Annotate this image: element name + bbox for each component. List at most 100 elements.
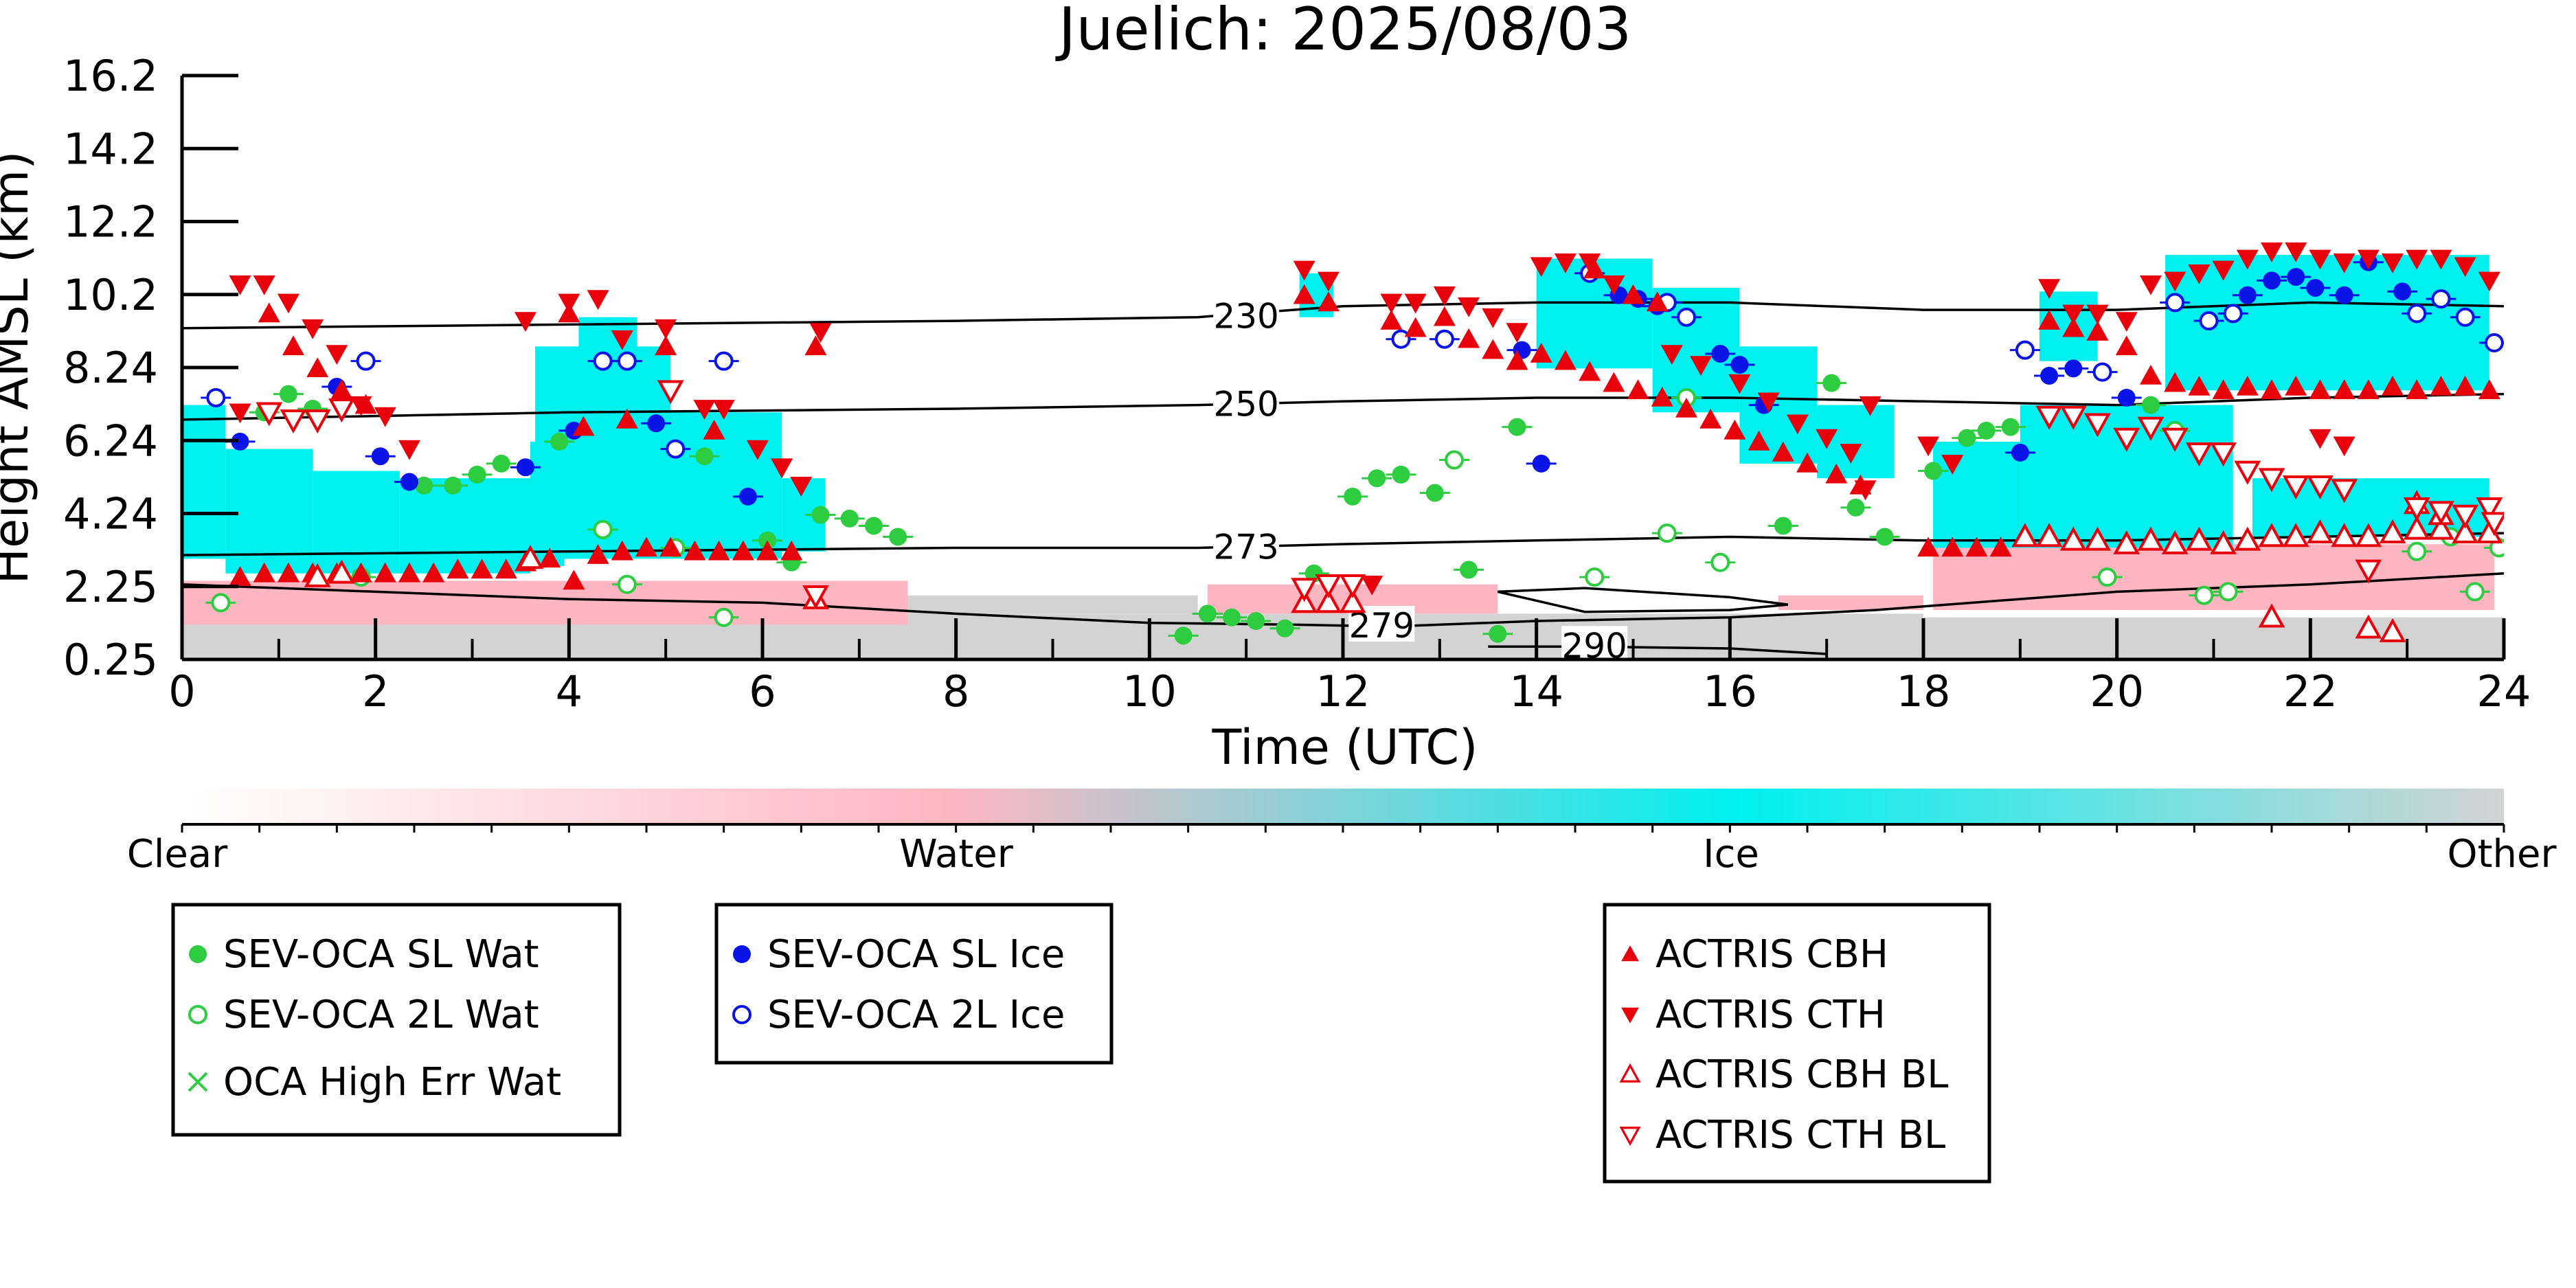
- point-actris-cth-bl: [802, 585, 829, 609]
- point-sev-oca-sl-wat: [1924, 462, 1943, 480]
- point-actris-cbh: [1404, 317, 1427, 337]
- point-sev-oca-2l-wat: [1585, 567, 1605, 587]
- colorbar: Clear Water Ice Other: [127, 789, 2557, 877]
- axes: 0 2 4 6 8 10 12 14 16 18 20 22 240.252.254.246.248.2…: [63, 51, 2531, 716]
- point-actris-cth-bl: [2481, 512, 2504, 536]
- point-actris-cth: [1690, 356, 1713, 376]
- contour-label-290: 290: [1561, 626, 1627, 666]
- point-actris-cbh-bl: [328, 559, 355, 584]
- point-actris-cbh: [2236, 375, 2259, 396]
- point-actris-cbh: [471, 558, 493, 579]
- point-sev-oca-sl-wat: [1875, 528, 1894, 546]
- point-actris-cth: [1603, 275, 1625, 295]
- point-actris-cbh: [2164, 372, 2187, 392]
- point-actris-cbh-bl: [2452, 519, 2479, 543]
- point-sev-oca-2l-ice: [617, 351, 637, 371]
- point-actris-cth-bl: [2258, 468, 2285, 493]
- point-actris-cth: [2261, 242, 2283, 262]
- point-actris-cth: [229, 403, 251, 424]
- point-actris-cbh: [732, 540, 754, 561]
- point-sev-oca-2l-ice: [2223, 304, 2243, 324]
- point-actris-cth-bl: [2059, 405, 2087, 430]
- point-sev-oca-sl-wat: [1508, 418, 1526, 436]
- point-actris-cth: [2333, 436, 2355, 457]
- point-sev-oca-2l-ice: [1434, 329, 1454, 349]
- point-actris-cth-bl: [328, 398, 355, 423]
- point-actris-cth: [350, 396, 372, 416]
- point-actris-cth: [693, 400, 716, 420]
- point-sev-oca-sl-wat: [1977, 421, 1996, 440]
- legend-marker-actris-cth: [1621, 1007, 1639, 1024]
- legend-label-actris-cth: ACTRIS CTH: [1656, 993, 1886, 1037]
- point-sev-oca-sl-ice: [1532, 454, 1550, 473]
- point-actris-cbh: [1554, 350, 1577, 370]
- contour-273: [182, 532, 2504, 556]
- point-actris-cbh-bl: [2307, 519, 2334, 543]
- point-actris-cbh: [2309, 379, 2331, 400]
- point-sev-oca-sl-wat: [444, 476, 462, 495]
- point-actris-cbh: [756, 540, 779, 561]
- point-actris-cth-bl: [2307, 475, 2334, 499]
- point-actris-cbh: [1917, 536, 1940, 557]
- y-tick-label: 2.25: [63, 562, 158, 612]
- point-sev-oca-2l-ice: [2484, 333, 2504, 353]
- point-sev-oca-2l-wat: [617, 574, 637, 594]
- point-actris-cth-bl: [2234, 460, 2261, 485]
- point-actris-cth: [1816, 429, 1838, 449]
- point-actris-cbh-bl: [2331, 523, 2358, 547]
- point-actris-cbh-bl: [2355, 614, 2382, 639]
- contour-label-bg: [1213, 527, 1280, 563]
- point-sev-oca-2l-ice: [2165, 293, 2185, 313]
- point-actris-cth: [1482, 308, 1504, 328]
- point-sev-oca-2l-ice: [1391, 329, 1411, 349]
- y-tick-label: 8.24: [63, 343, 158, 393]
- point-actris-cbh: [2430, 375, 2452, 396]
- point-sev-oca-2l-ice: [2407, 304, 2427, 324]
- x-tick-label: 22: [2283, 666, 2338, 716]
- point-sev-oca-2l-ice: [1676, 307, 1696, 327]
- point-actris-cbh-bl: [1315, 589, 1342, 613]
- point-actris-cth-bl: [256, 402, 283, 427]
- point-actris-cbh: [1506, 350, 1528, 370]
- contour-label-273: 273: [1213, 527, 1278, 567]
- point-actris-cth: [1361, 575, 1383, 596]
- point-actris-cth: [1404, 293, 1427, 314]
- point-actris-cbh: [277, 562, 300, 583]
- point-actris-cbh: [1646, 291, 1669, 312]
- point-actris-cbh: [611, 540, 633, 561]
- point-actris-cth: [2086, 304, 2109, 325]
- point-sev-oca-sl-ice: [2306, 279, 2325, 297]
- point-sev-oca-sl-wat: [811, 506, 830, 524]
- point-sev-oca-2l-wat: [2097, 567, 2117, 587]
- x-tick-label: 10: [1122, 666, 1177, 716]
- point-sev-oca-sl-wat: [840, 509, 859, 528]
- point-sev-oca-sl-ice: [2117, 388, 2136, 407]
- point-actris-cth-bl: [2210, 442, 2237, 467]
- point-actris-cbh: [1579, 361, 1601, 381]
- colorbar-label-ice: Ice: [1703, 832, 1759, 877]
- point-actris-cth: [374, 407, 396, 427]
- point-actris-cbh-bl: [517, 545, 544, 569]
- x-tick-label: 20: [2090, 666, 2144, 716]
- colorbar-gradient: [182, 789, 2504, 824]
- point-actris-cbh: [330, 379, 353, 400]
- chart-title: Juelich: 2025/08/03: [1055, 0, 1631, 64]
- point-actris-cbh: [1989, 536, 2012, 557]
- point-actris-cbh-bl: [2084, 526, 2111, 551]
- point-actris-cth: [2454, 257, 2476, 278]
- point-actris-cth: [2478, 271, 2500, 292]
- point-actris-cbh: [708, 540, 730, 561]
- point-actris-cbh: [350, 562, 372, 583]
- point-actris-cbh: [1651, 386, 1673, 407]
- point-actris-cbh-bl: [2059, 526, 2087, 551]
- point-actris-cbh: [1293, 284, 1315, 304]
- point-actris-cbh: [2382, 375, 2404, 396]
- point-actris-cth: [2309, 429, 2331, 449]
- point-sev-oca-sl-wat: [1822, 374, 1841, 392]
- point-sev-oca-sl-wat: [695, 447, 714, 466]
- point-actris-cth: [1941, 455, 1964, 475]
- point-sev-oca-2l-ice: [2199, 311, 2219, 331]
- point-sev-oca-2l-ice: [666, 439, 686, 459]
- point-actris-cth: [1579, 253, 1601, 273]
- point-sev-oca-2l-wat: [1657, 523, 1677, 543]
